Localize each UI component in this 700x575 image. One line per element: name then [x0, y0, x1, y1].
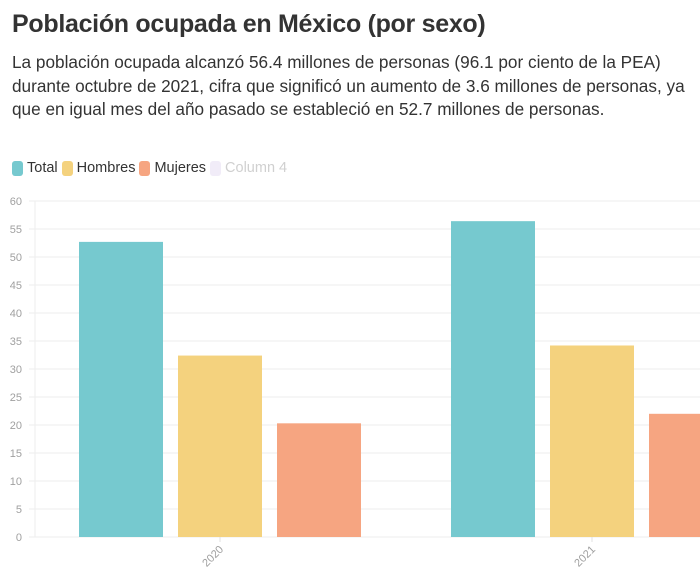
y-tick-label: 35 [10, 336, 22, 348]
chart-title: Población ocupada en México (por sexo) [12, 10, 486, 38]
legend-item-column-4[interactable]: Column 4 [210, 160, 287, 176]
bar-total-2021[interactable]: Total 2021: 56.4 [451, 221, 535, 537]
legend-swatch-hombres [61, 160, 73, 176]
y-tick-label: 40 [10, 308, 22, 320]
legend-item-total[interactable]: Total [12, 160, 58, 176]
y-tick-label: 60 [10, 196, 22, 208]
y-axis: 0 5 10 15 20 25 30 35 40 45 50 55 60 [10, 196, 22, 544]
x-tick-label: 2021 [572, 544, 598, 570]
legend-label-hombres: Hombres [76, 160, 136, 176]
y-tick-label: 20 [10, 420, 22, 432]
legend-swatch-total [12, 160, 23, 176]
x-axis: 2020 2021 [200, 537, 598, 569]
y-tick-label: 10 [10, 476, 22, 488]
y-tick-label: 50 [10, 252, 22, 264]
legend-item-mujeres[interactable]: Mujeres [139, 160, 206, 176]
y-tick-label: 55 [10, 224, 22, 236]
legend-swatch-column-4 [210, 160, 222, 176]
y-tick-label: 5 [16, 504, 22, 516]
legend: Total Hombres Mujeres Column 4 [12, 160, 291, 176]
bar-hombres-2020[interactable]: Hombres 2020: 32.4 [178, 355, 262, 537]
chart-subtitle: La población ocupada alcanzó 56.4 millon… [12, 52, 685, 119]
bar-hombres-2021[interactable]: Hombres 2021: 34.2 [550, 345, 634, 537]
bar-mujeres-2020[interactable]: Mujeres 2020: 20.3 [277, 423, 361, 537]
x-tick-label: 2020 [200, 544, 226, 570]
y-tick-label: 45 [10, 280, 22, 292]
bar-mujeres-2021[interactable]: Mujeres 2021: 22 [649, 413, 700, 537]
bar-total-2020[interactable]: Total 2020: 52.7 [79, 241, 163, 537]
legend-label-mujeres: Mujeres [154, 160, 207, 176]
bars: Total 2020: 52.7Hombres 2020: 32.4Mujere… [79, 221, 700, 537]
legend-label-column-4: Column 4 [225, 160, 288, 176]
y-tick-label: 25 [10, 392, 22, 404]
legend-swatch-mujeres [139, 160, 151, 176]
legend-label-total: Total [27, 160, 58, 176]
y-tick-label: 30 [10, 364, 22, 376]
legend-item-hombres[interactable]: Hombres [61, 160, 136, 176]
y-tick-label: 15 [10, 448, 22, 460]
y-tick-label: 0 [16, 532, 22, 544]
